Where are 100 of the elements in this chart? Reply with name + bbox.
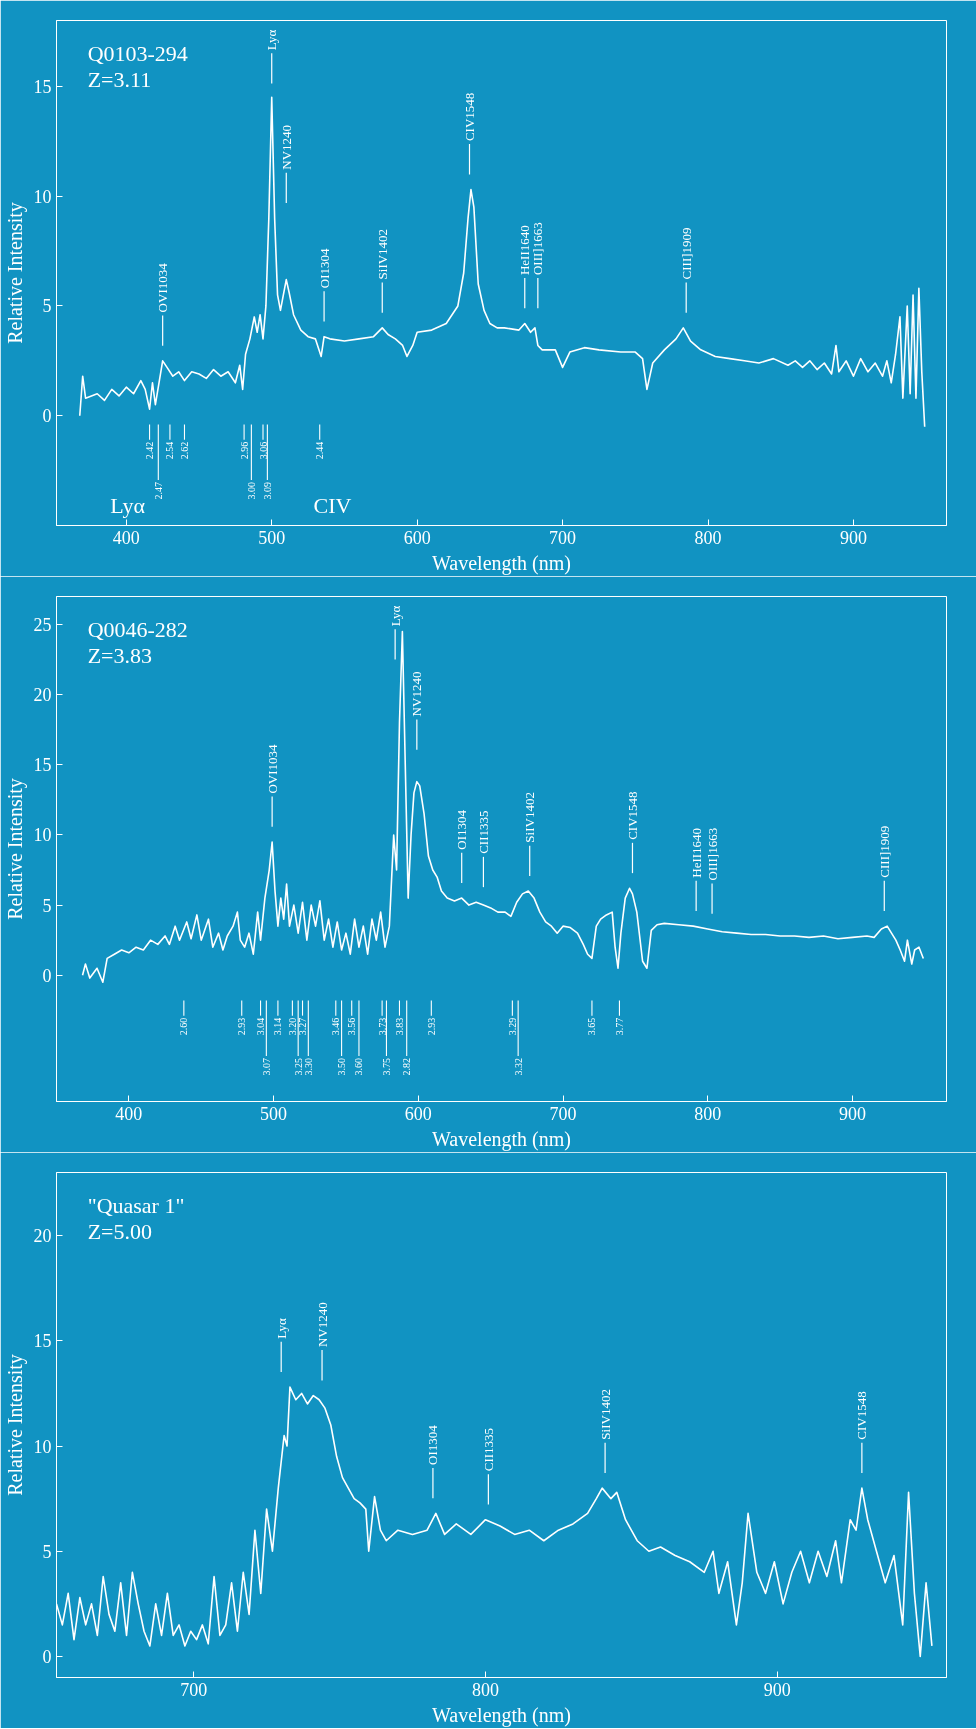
- y-tick-label: 10: [33, 1436, 52, 1457]
- ref-line-label: CII1335: [480, 1427, 496, 1472]
- text: Z=3.83: [87, 642, 153, 668]
- annotation: 3.06: [257, 441, 269, 460]
- annotation: CIV: [313, 492, 352, 518]
- y-tick-label: 20: [33, 685, 52, 706]
- ref-line-label: HeII1640: [517, 225, 533, 276]
- annotation: 2.60: [178, 1017, 190, 1036]
- ref-line-label: NV1240: [314, 1302, 330, 1348]
- x-tick-label: 500: [260, 1103, 288, 1124]
- ref-line-label: OIII]1663: [530, 222, 546, 276]
- ref-line-label: CIV1548: [854, 1391, 870, 1440]
- annotation: 2.54: [164, 441, 176, 460]
- annotation: 3.04: [255, 1017, 267, 1036]
- annotation: 2.62: [178, 441, 190, 460]
- y-axis-title: Relative Intensity: [3, 1354, 27, 1496]
- y-tick-label: 10: [33, 825, 52, 846]
- annotation: 3.00: [245, 482, 257, 500]
- x-tick-label: 600: [404, 1103, 432, 1124]
- ref-line-label: SiIV1402: [374, 228, 390, 280]
- y-tick-label: 15: [33, 1331, 52, 1352]
- annotation: 3.75: [380, 1058, 392, 1076]
- x-tick-label: 800: [471, 1679, 499, 1700]
- annotation: Lyα: [110, 492, 146, 518]
- y-tick-label: 20: [33, 1226, 52, 1247]
- text: "Quasar 1": [87, 1192, 185, 1218]
- ref-line-label: OVI1034: [264, 743, 280, 794]
- annotation: 2.44: [314, 441, 326, 460]
- ref-line-label: OI1304: [425, 1424, 441, 1465]
- y-tick-label: 15: [33, 76, 52, 97]
- annotation: 3.27: [297, 1017, 309, 1036]
- ref-line-label: OIII]1663: [704, 827, 720, 881]
- y-tick-label: 5: [42, 895, 52, 916]
- x-tick-label: 700: [549, 1103, 577, 1124]
- x-tick-label: 700: [549, 527, 577, 548]
- ref-line-label: OI1304: [316, 248, 332, 289]
- annotation: 3.25: [292, 1058, 304, 1076]
- y-tick-label: 25: [33, 615, 52, 636]
- annotation: 2.93: [425, 1017, 437, 1036]
- annotation: 2.96: [238, 441, 250, 460]
- annotation: 3.29: [506, 1017, 518, 1036]
- x-tick-label: 900: [838, 1103, 866, 1124]
- annotation: 2.82: [401, 1058, 413, 1076]
- annotation: 2.47: [152, 482, 164, 500]
- x-tick-label: 400: [112, 527, 140, 548]
- ref-line-label: HeII1640: [688, 827, 704, 878]
- annotation: 3.73: [376, 1017, 388, 1036]
- ref-line-label: CII1335: [475, 810, 491, 854]
- text: Q0103-294: [87, 40, 188, 66]
- ref-line-label: CIII]1909: [678, 227, 694, 280]
- ref-line-label: NV1240: [409, 671, 425, 717]
- annotation: 3.50: [336, 1058, 348, 1076]
- ref-line-label: Lyα: [264, 29, 280, 51]
- y-tick-label: 5: [42, 296, 52, 317]
- x-tick-label: 800: [694, 527, 722, 548]
- ref-line-label: SiIV1402: [522, 792, 538, 843]
- y-tick-label: 15: [33, 755, 52, 776]
- annotation: 3.32: [512, 1058, 524, 1076]
- annotation: 3.65: [586, 1017, 598, 1036]
- x-tick-label: 400: [115, 1103, 143, 1124]
- y-tick-label: 0: [42, 965, 52, 986]
- ref-line-label: SiIV1402: [597, 1389, 613, 1440]
- ref-line-label: Lyα: [387, 605, 403, 627]
- x-tick-label: 900: [763, 1679, 791, 1700]
- x-tick-label: 900: [839, 527, 867, 548]
- ref-line-label: CIV1548: [624, 791, 640, 840]
- annotation: 3.77: [613, 1017, 625, 1036]
- ref-line-label: CIV1548: [462, 92, 478, 142]
- text: Q0046-282: [87, 616, 188, 642]
- annotation: 2.93: [236, 1017, 248, 1036]
- x-axis-title: Wavelength (nm): [432, 551, 571, 575]
- annotation: 3.20: [286, 1017, 298, 1036]
- x-axis-title: Wavelength (nm): [432, 1703, 571, 1727]
- x-tick-label: 600: [403, 527, 431, 548]
- x-tick-label: 800: [694, 1103, 722, 1124]
- annotation: 3.07: [260, 1058, 272, 1076]
- annotation: 3.14: [272, 1017, 284, 1036]
- annotation: 3.46: [330, 1017, 342, 1036]
- y-axis-title: Relative Intensity: [3, 778, 27, 920]
- y-tick-label: 0: [42, 1646, 52, 1667]
- annotation: 3.09: [261, 482, 273, 500]
- ref-line-label: OVI1034: [155, 262, 171, 313]
- text: Z=3.11: [87, 66, 152, 92]
- y-tick-label: 5: [42, 1541, 52, 1562]
- x-tick-label: 700: [180, 1679, 208, 1700]
- text: Z=5.00: [87, 1218, 153, 1244]
- annotation: 3.60: [353, 1058, 365, 1076]
- ref-line-label: CIII]1909: [876, 825, 892, 878]
- ref-line-label: Lyα: [273, 1317, 289, 1339]
- ref-line-label: OI1304: [454, 809, 470, 850]
- annotation: 3.83: [393, 1017, 405, 1036]
- annotation: 3.56: [346, 1017, 358, 1036]
- annotation: 2.42: [144, 441, 156, 460]
- x-axis-title: Wavelength (nm): [432, 1127, 571, 1151]
- y-tick-label: 0: [42, 406, 52, 427]
- ref-line-label: NV1240: [278, 124, 294, 170]
- y-tick-label: 10: [33, 186, 52, 207]
- annotation: 3.30: [302, 1058, 314, 1076]
- y-axis-title: Relative Intensity: [3, 202, 27, 344]
- x-tick-label: 500: [258, 527, 286, 548]
